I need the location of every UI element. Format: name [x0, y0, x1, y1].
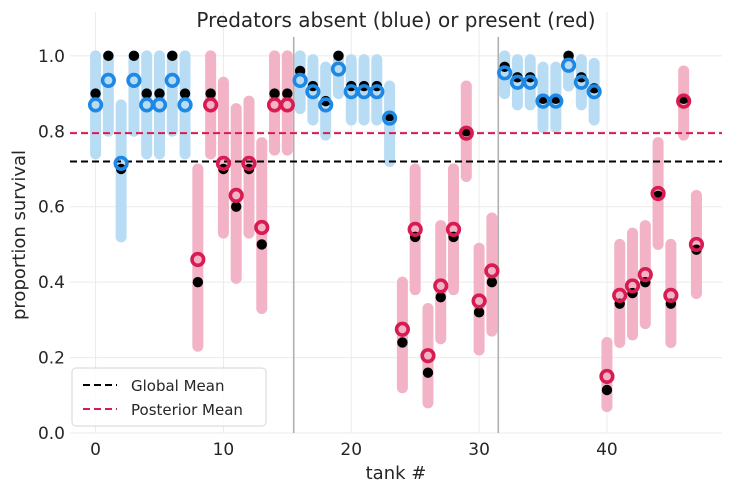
posterior-point-tank-26 — [420, 348, 436, 364]
observed-point-tank-26 — [422, 367, 434, 378]
posterior-point-tank-45 — [663, 287, 679, 303]
observed-point-tank-40 — [601, 384, 613, 396]
legend-box — [71, 367, 267, 427]
posterior-point-tank-15 — [279, 97, 295, 113]
posterior-point-tank-36 — [548, 93, 564, 109]
x-tick-label-4: 40 — [596, 440, 618, 460]
posterior-point-tank-0 — [87, 97, 104, 113]
posterior-point-tank-34 — [522, 74, 538, 90]
observed-point-tank-4 — [141, 88, 152, 99]
posterior-point-tank-10 — [215, 155, 232, 171]
posterior-point-tank-39 — [586, 84, 602, 100]
posterior-point-tank-27 — [433, 278, 449, 294]
chart-title: Predators absent (blue) or present (red) — [196, 8, 595, 32]
posterior-point-tank-16 — [292, 72, 308, 88]
posterior-point-tank-13 — [254, 219, 270, 236]
posterior-point-tank-40 — [599, 368, 615, 385]
observed-point-tank-7 — [179, 88, 191, 99]
posterior-point-tank-8 — [190, 251, 206, 268]
y-tick-label-0: 0.0 — [38, 424, 65, 444]
posterior-point-tank-31 — [484, 263, 500, 279]
posterior-point-tank-43 — [637, 267, 653, 283]
posterior-point-tank-19 — [330, 61, 347, 77]
posterior-point-tank-42 — [624, 278, 641, 294]
observed-point-tank-13 — [256, 239, 267, 250]
posterior-point-tank-9 — [203, 97, 219, 113]
observed-point-tank-24 — [397, 337, 408, 348]
y-tick-label-4: 0.8 — [38, 122, 65, 142]
posterior-point-tank-17 — [305, 84, 321, 100]
x-tick-label-3: 30 — [468, 440, 490, 460]
observed-point-tank-19 — [333, 50, 344, 62]
legend-label-global-mean: Global Mean — [131, 377, 225, 395]
posterior-point-tank-5 — [151, 97, 168, 113]
interval-layer — [90, 50, 702, 413]
posterior-point-tank-37 — [560, 57, 577, 73]
posterior-point-tank-24 — [394, 321, 410, 337]
observed-point-tank-11 — [230, 201, 242, 212]
y-tick-label-3: 0.6 — [38, 198, 65, 218]
posterior-point-tank-6 — [164, 72, 180, 88]
tick-layer: 0 10 20 30 40 0.0 0.2 0.4 0.6 0.8 1.0 — [38, 47, 618, 460]
observed-point-tank-3 — [128, 50, 140, 62]
posterior-point-tank-46 — [676, 93, 692, 109]
x-axis-label: tank # — [366, 463, 427, 484]
observed-point-tank-8 — [192, 276, 204, 288]
posterior-point-tank-7 — [177, 97, 193, 113]
y-tick-label-1: 0.2 — [38, 349, 65, 369]
x-tick-label-0: 0 — [90, 440, 101, 460]
posterior-point-tank-2 — [113, 155, 129, 171]
x-tick-label-2: 20 — [340, 440, 362, 460]
observed-point-tank-14 — [269, 88, 280, 99]
posterior-point-tank-23 — [382, 110, 398, 126]
posterior-point-tank-47 — [688, 236, 705, 253]
observed-point-tank-30 — [473, 307, 485, 318]
y-tick-label-5: 1.0 — [38, 47, 65, 67]
y-axis-label: proportion survival — [9, 150, 30, 320]
observed-point-tank-31 — [486, 276, 498, 288]
observed-point-tank-0 — [90, 88, 101, 99]
posterior-point-tank-38 — [573, 74, 589, 90]
posterior-point-tank-29 — [458, 125, 474, 141]
posterior-point-tank-12 — [241, 155, 257, 171]
posterior-point-tank-30 — [471, 293, 487, 309]
posterior-point-tank-1 — [100, 72, 116, 88]
posterior-point-tank-44 — [650, 185, 666, 202]
reference-line-layer — [70, 132, 722, 163]
posterior-point-tank-18 — [318, 97, 334, 113]
observed-point-tank-9 — [205, 88, 216, 99]
observed-point-tank-1 — [103, 50, 114, 62]
legend: Global Mean Posterior Mean — [71, 367, 267, 427]
observed-point-tank-27 — [435, 292, 446, 303]
posterior-point-tank-22 — [369, 84, 385, 100]
observed-point-tank-6 — [167, 50, 178, 62]
y-tick-label-2: 0.4 — [38, 273, 65, 293]
posterior-point-tank-28 — [445, 221, 462, 237]
posterior-point-tank-3 — [126, 72, 142, 88]
posterior-point-tank-25 — [407, 221, 423, 237]
legend-label-posterior-mean: Posterior Mean — [131, 401, 243, 419]
posterior-point-tank-32 — [497, 65, 513, 81]
posterior-points-layer — [87, 57, 705, 385]
observed-point-tank-15 — [282, 88, 293, 99]
posterior-point-tank-41 — [612, 287, 628, 303]
observed-point-tank-5 — [154, 88, 165, 99]
posterior-point-tank-11 — [228, 187, 244, 203]
x-tick-label-1: 10 — [213, 440, 235, 460]
